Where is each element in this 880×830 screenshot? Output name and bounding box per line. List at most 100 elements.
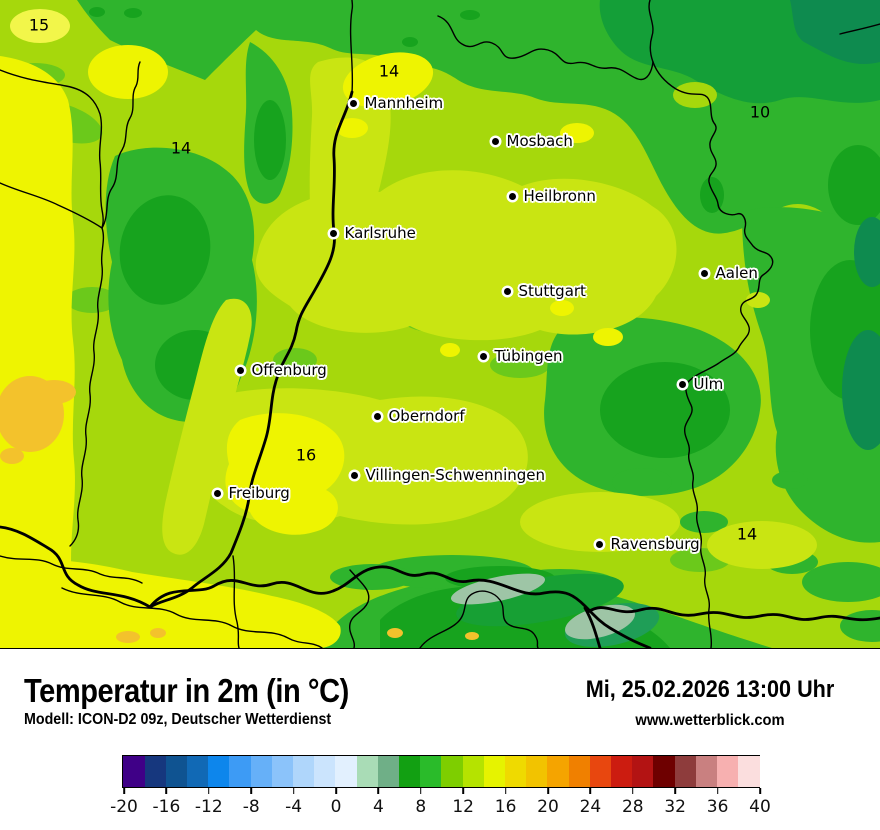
legend-color-bar [122,755,761,789]
legend-tick-label: 16 [494,797,517,817]
legend-segment [547,756,569,788]
temp-value-label: 14 [170,138,192,158]
temp-value-label: 16 [295,445,317,465]
legend-segment [674,756,696,788]
city-dot [373,412,381,420]
legend-tick [716,788,719,794]
legend-segment [483,756,506,788]
legend-tick-label: 20 [537,797,559,817]
legend-segment [611,756,633,788]
city-label: Offenburg [251,361,327,379]
city-label: Tübingen [494,347,563,365]
legend-segment [271,756,294,788]
legend-segment [293,756,315,788]
city-dot [213,489,221,497]
legend-segment [356,756,378,788]
legend-tick-label: 32 [664,797,687,817]
website-url: www.wetterblick.com [635,712,785,729]
color-scale-legend: -20 -16 -12 -8 -4 0 4 8 12 16 20 24 28 32 36 40 [110,755,771,817]
legend-tick [420,788,422,794]
legend-segment [335,756,357,788]
legend-tick [674,788,676,794]
legend-tick-label: 24 [579,797,602,817]
city-marker: Ulm [678,375,724,393]
legend-tick [208,788,210,794]
city-marker: Freiburg [213,484,290,502]
city-dot [595,540,603,548]
legend-tick [292,788,295,794]
legend-tick [632,788,634,794]
temperature-map-canvas [0,0,880,648]
temp-value-label: 14 [736,524,758,544]
temp-value-label: 10 [749,102,771,122]
city-dot [236,366,244,374]
city-label: Ulm [693,375,724,393]
legend-tick-label: 12 [452,797,475,817]
map-region: 15 14 14 10 16 14 Mannheim Mosbach Heilbronn Kar… [0,0,880,649]
city-label: Aalen [715,264,758,282]
city-marker: Heilbronn [508,187,596,205]
city-marker: Karlsruhe [329,224,416,242]
temp-value-label: 15 [28,15,50,35]
legend-tick-label: 36 [706,797,729,817]
city-dot [350,471,358,479]
legend-tick-label: 40 [749,797,771,817]
city-dot [329,229,337,237]
city-label: Mannheim [364,94,444,112]
legend-segment [420,756,442,788]
legend-segment [505,756,527,788]
city-marker: Oberndorf [373,407,465,425]
legend-tick-label: -16 [152,797,181,817]
legend-segment [441,756,463,788]
city-label: Freiburg [228,484,290,502]
city-marker: Stuttgart [503,282,586,300]
city-marker: Mosbach [491,132,573,150]
city-label: Heilbronn [523,187,596,205]
legend-tick-label: -8 [242,797,260,817]
legend-segment [399,756,421,788]
model-info: Modell: ICON-D2 09z, Deutscher Wetterdie… [24,711,332,728]
legend-segment [568,756,590,788]
legend-segment [632,756,654,788]
legend-tick-label: 28 [621,797,644,817]
city-marker: Villingen-Schwenningen [350,466,546,484]
legend-tick-label: -4 [285,797,303,817]
legend-tick [462,788,464,794]
legend-tick [547,788,549,794]
city-marker: Aalen [700,264,758,282]
legend-segment [165,756,188,788]
city-marker: Tübingen [479,347,563,365]
city-dot [700,269,708,277]
city-marker: Mannheim [349,94,444,112]
legend-tick [335,788,337,794]
legend-segment [377,756,400,788]
temp-value-label: 14 [378,61,400,81]
city-marker: Ravensburg [595,535,700,553]
city-dot [479,352,487,360]
legend-tick-label: -20 [110,797,138,817]
city-dot [503,287,511,295]
city-dot [349,99,357,107]
legend-segment [314,756,336,788]
page-title: Temperatur in 2m (in °C) [24,672,349,709]
legend-tick [504,788,507,794]
legend-tick [377,788,380,794]
forecast-datetime: Mi, 25.02.2026 13:00 Uhr [585,676,835,703]
legend-segment [526,756,548,788]
legend-segment [123,756,145,788]
city-label: Ravensburg [610,535,700,553]
city-dot [491,137,499,145]
legend-segment [589,756,612,788]
legend-tick [165,788,168,794]
city-label: Karlsruhe [344,224,416,242]
legend-segment [250,756,272,788]
legend-tick [250,788,252,794]
legend-tick [589,788,592,794]
legend-tick-label: 8 [415,797,427,817]
legend-tick-label: 4 [372,797,384,817]
legend-segment [187,756,209,788]
city-label: Stuttgart [518,282,586,300]
city-label: Villingen-Schwenningen [365,466,546,484]
legend-segment [653,756,675,788]
